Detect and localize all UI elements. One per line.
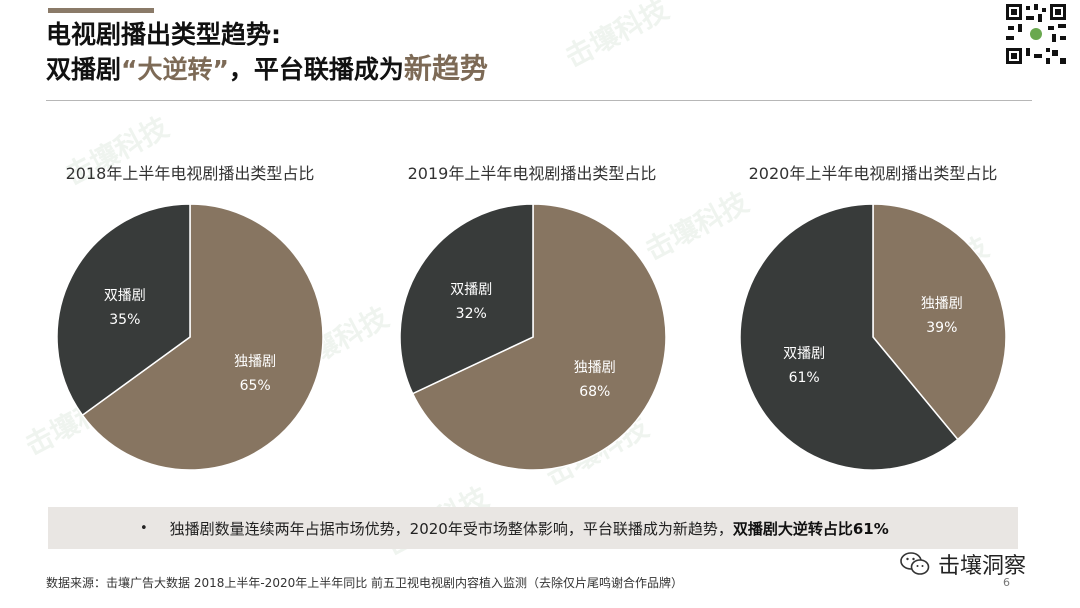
wechat-icon (900, 552, 930, 575)
pie-slice-label: 独播剧 (574, 360, 616, 376)
summary-text: 独播剧数量连续两年占据市场优势，2020年受市场整体影响，平台联播成为新趋势， (169, 519, 733, 538)
pie-slice-label: 双播剧 (104, 288, 146, 304)
pie-chart-2020: 独播剧 39% 双播剧 61% (739, 203, 1007, 471)
pie-slice-label: 独播剧 (234, 354, 276, 370)
bullet-dot: • (140, 520, 148, 536)
pie-slice-value: 61% (789, 370, 820, 386)
title-line2-b: ，平台联播成为 (228, 55, 404, 84)
chart-title-2018: 2018年上半年电视剧播出类型占比 (65, 164, 315, 183)
data-source: 数据来源：击壤广告大数据 2018上半年-2020年上半年同比 前五卫视电视剧内… (46, 576, 684, 590)
page-title: 电视剧播出类型趋势: 双播剧“大逆转”，平台联播成为新趋势 (46, 18, 488, 87)
pie-slice-value: 68% (579, 384, 610, 400)
title-accent-bar (48, 8, 154, 13)
title-line1: 电视剧播出类型趋势: (46, 20, 281, 49)
pie-slice-label: 双播剧 (450, 282, 492, 298)
title-divider (46, 100, 1032, 101)
chart-title-2020: 2020年上半年电视剧播出类型占比 (748, 164, 998, 183)
summary-box: • 独播剧数量连续两年占据市场优势，2020年受市场整体影响，平台联播成为新趋势… (48, 507, 1018, 549)
pie-slice-dual (399, 203, 534, 395)
chart-title-2019: 2019年上半年电视剧播出类型占比 (407, 164, 657, 183)
pie-slice-dual (739, 203, 959, 471)
qr-code-icon (1004, 2, 1068, 66)
wechat-account-name: 击壤洞察 (938, 554, 1027, 579)
pie-slice-exclusive (81, 203, 324, 471)
summary-strong: 双播剧大逆转占比61% (732, 519, 889, 538)
title-highlight: 新趋势 (403, 52, 488, 85)
pie-slice-value: 32% (456, 306, 487, 322)
pie-slice-value: 35% (109, 312, 140, 328)
pie-slice-exclusive (411, 203, 667, 471)
pie-slice-value: 39% (926, 320, 957, 336)
title-quote: “大逆转” (121, 55, 229, 84)
pie-slice-exclusive (872, 203, 1007, 441)
pie-slice-dual (56, 203, 191, 417)
pie-slice-label: 独播剧 (921, 296, 963, 312)
page-number: 6 (1003, 576, 1010, 589)
pie-chart-2018: 独播剧 65% 双播剧 35% (56, 203, 324, 471)
pie-slice-label: 双播剧 (783, 346, 825, 362)
pie-chart-2019: 独播剧 68% 双播剧 32% (399, 203, 667, 471)
wechat-brand: 击壤洞察 (900, 548, 1026, 580)
pie-slice-value: 65% (240, 378, 271, 394)
title-line2-a: 双播剧 (46, 55, 122, 84)
watermark: 击壤科技 (559, 0, 674, 75)
title-line2: 双播剧“大逆转”，平台联播成为新趋势 (46, 52, 488, 87)
